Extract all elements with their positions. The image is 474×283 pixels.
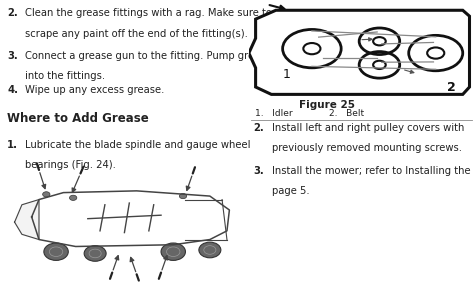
Text: 1.   Idler: 1. Idler <box>255 109 292 118</box>
Text: previously removed mounting screws.: previously removed mounting screws. <box>272 143 462 153</box>
Circle shape <box>44 243 68 260</box>
Text: Figure 25: Figure 25 <box>299 100 355 110</box>
Circle shape <box>70 195 77 200</box>
Text: Lubricate the blade spindle and gauge wheel: Lubricate the blade spindle and gauge wh… <box>25 140 251 150</box>
Text: Wipe up any excess grease.: Wipe up any excess grease. <box>25 85 164 95</box>
Text: Connect a grease gun to the fitting. Pump grease: Connect a grease gun to the fitting. Pum… <box>25 51 272 61</box>
Circle shape <box>199 242 221 258</box>
Text: 2: 2 <box>447 82 456 95</box>
Text: Clean the grease fittings with a rag. Make sure to: Clean the grease fittings with a rag. Ma… <box>25 8 272 18</box>
Text: 2.: 2. <box>7 8 18 18</box>
Text: Where to Add Grease: Where to Add Grease <box>7 112 149 125</box>
Text: 3.: 3. <box>254 166 264 175</box>
Text: 4.: 4. <box>7 85 18 95</box>
Text: Install left and right pulley covers with: Install left and right pulley covers wit… <box>272 123 464 133</box>
Text: scrape any paint off the end of the fitting(s).: scrape any paint off the end of the fitt… <box>25 29 248 39</box>
Polygon shape <box>15 200 39 239</box>
Text: page 5.: page 5. <box>272 186 309 196</box>
Circle shape <box>161 243 185 260</box>
Text: 2.   Belt: 2. Belt <box>329 109 365 118</box>
Text: 1.: 1. <box>7 140 18 150</box>
Text: bearings (Fig. 24).: bearings (Fig. 24). <box>25 160 116 170</box>
Circle shape <box>179 194 187 199</box>
Text: into the fittings.: into the fittings. <box>25 71 105 81</box>
Text: 1: 1 <box>283 68 291 81</box>
Circle shape <box>84 246 106 261</box>
Circle shape <box>43 192 50 197</box>
Text: m-2830: m-2830 <box>420 89 448 95</box>
Text: Install the mower; refer to Installing the Mower,: Install the mower; refer to Installing t… <box>272 166 474 175</box>
Text: 3.: 3. <box>7 51 18 61</box>
Text: 2.: 2. <box>254 123 264 133</box>
PathPatch shape <box>249 10 469 95</box>
